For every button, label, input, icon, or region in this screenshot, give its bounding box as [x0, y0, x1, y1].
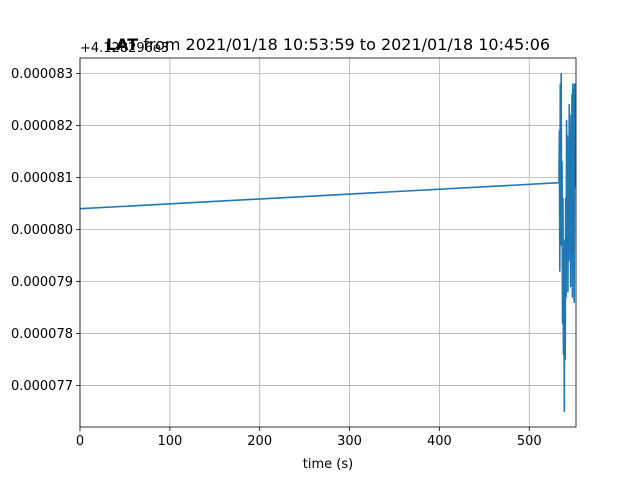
y-tick-label: 0.000081: [11, 171, 73, 186]
chart-title-prefix: LAT: [106, 35, 138, 54]
y-tick-label: 0.000080: [11, 223, 73, 238]
x-tick-label: 500: [517, 434, 542, 449]
grid-lines: [79, 58, 576, 427]
y-tick-label: 0.000082: [11, 119, 73, 134]
y-tick-label: 0.000079: [11, 275, 73, 290]
chart-title-rest: from 2021/01/18 10:53:59 to 2021/01/18 1…: [138, 35, 550, 54]
y-axis-ticks: 0.000077 0.000078 0.000079 0.000080 0.000081…: [11, 67, 80, 394]
x-tick-label: 0: [76, 434, 84, 449]
chart-title: LAT from 2021/01/18 10:53:59 to 2021/01/…: [106, 35, 550, 54]
y-tick-label: 0.000083: [11, 67, 73, 82]
y-tick-label: 0.000077: [11, 379, 73, 394]
x-tick-label: 100: [157, 434, 182, 449]
y-offset-label: +4.128296e3: [80, 41, 169, 56]
series-group: [79, 72, 576, 413]
series-line: [79, 72, 576, 413]
x-axis-label: time (s): [303, 457, 353, 472]
x-tick-label: 400: [427, 434, 452, 449]
y-tick-label: 0.000078: [11, 327, 73, 342]
x-axis-ticks: 0 100 200 300 400 500: [76, 427, 542, 449]
plot-frame: [79, 57, 577, 428]
x-tick-label: 200: [247, 434, 272, 449]
axes-frame: [79, 57, 577, 428]
x-tick-label: 300: [337, 434, 362, 449]
